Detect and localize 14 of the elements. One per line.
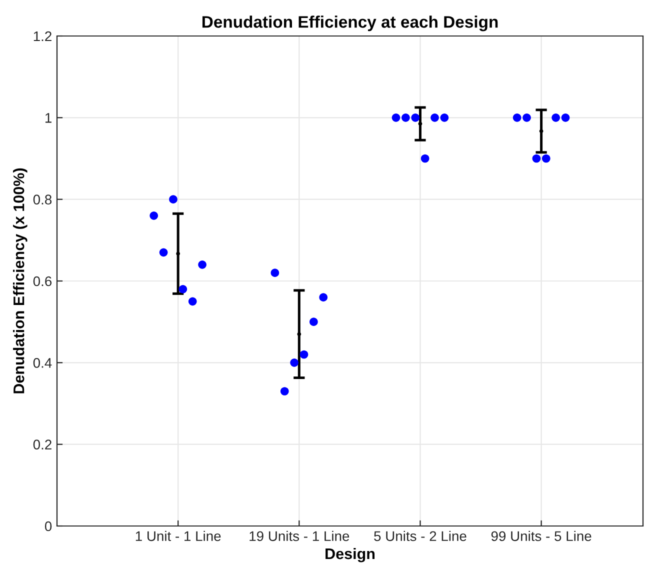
x-tick-label: 1 Unit - 1 Line — [136, 530, 221, 542]
y-axis-title: Denudation Efficiency (x 100%) — [13, 168, 28, 394]
x-tick-label: 5 Units - 2 Line — [374, 530, 466, 542]
y-tick-label: 0.8 — [33, 194, 52, 205]
chart-title: Denudation Efficiency at each Design — [202, 16, 498, 32]
y-tick-label: 0 — [44, 521, 52, 532]
x-axis-title: Design — [326, 548, 375, 562]
x-tick-label: 99 Units - 5 Line — [491, 530, 592, 542]
y-tick-label: 1.2 — [34, 31, 52, 42]
y-tick-label: 0.6 — [33, 276, 52, 286]
y-tick-label: 0.2 — [33, 440, 52, 450]
x-tick-label: 19 Units - 1 Line — [250, 530, 350, 542]
y-tick-label: 0.4 — [33, 358, 52, 368]
y-tick-label: 1 — [45, 113, 52, 123]
